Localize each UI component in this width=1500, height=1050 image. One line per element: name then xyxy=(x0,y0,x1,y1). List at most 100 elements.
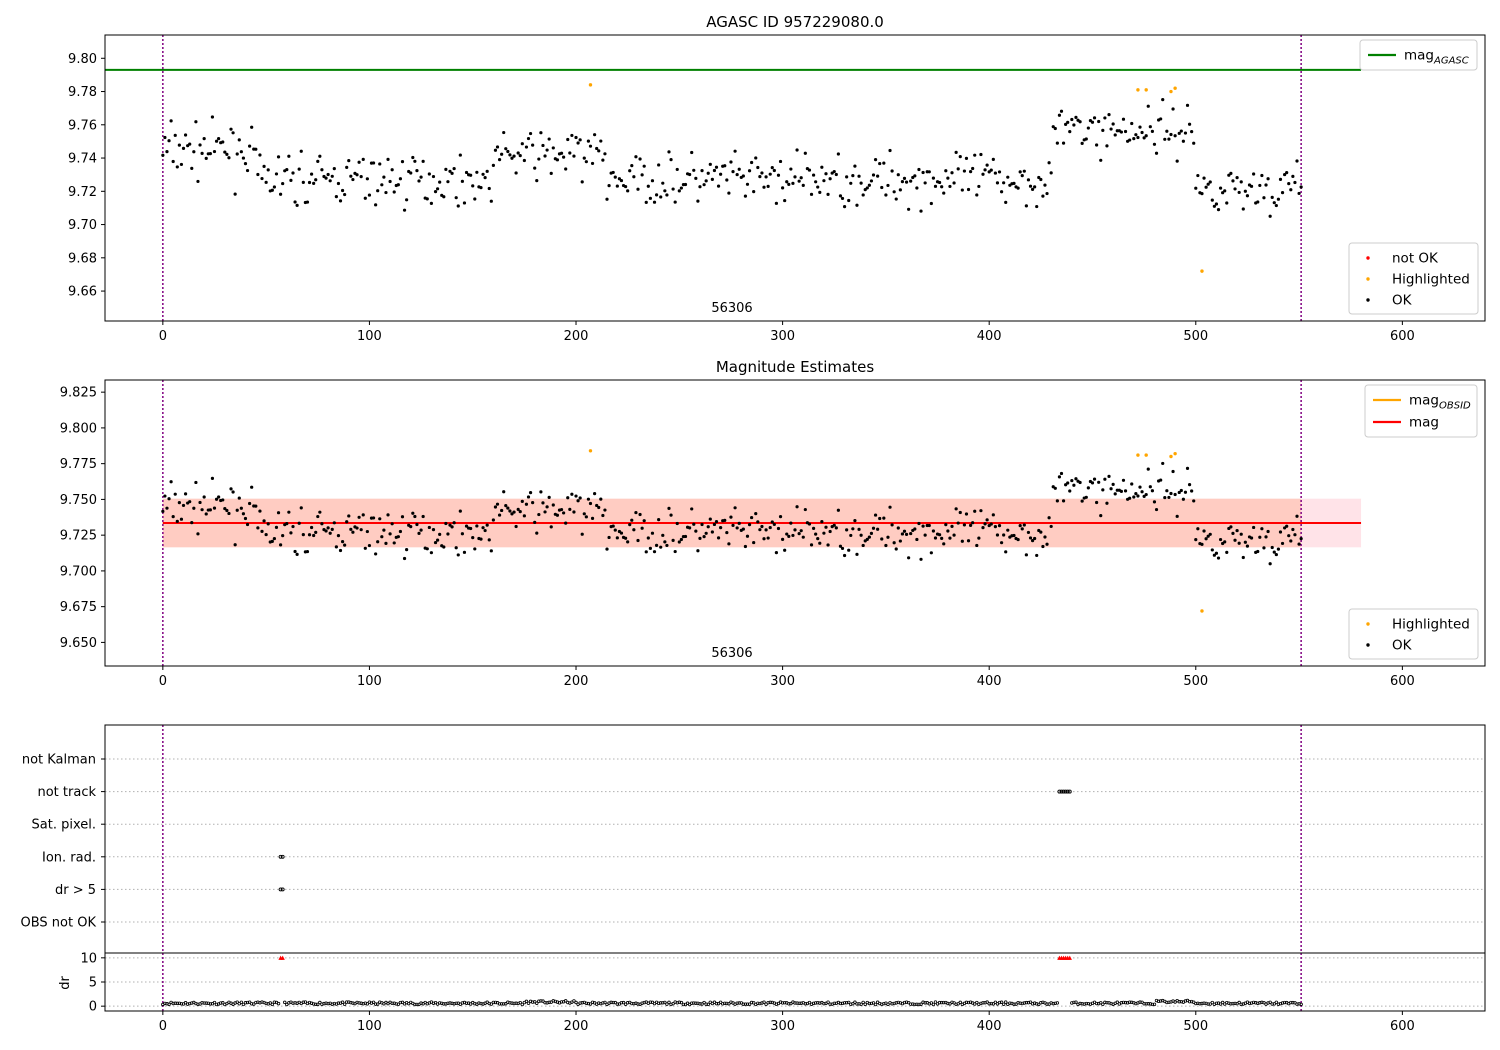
dr-point xyxy=(896,1000,900,1005)
ok-point xyxy=(634,510,638,515)
dr-point xyxy=(1121,1000,1126,1005)
ok-point xyxy=(828,529,832,534)
dr-point xyxy=(828,1002,832,1006)
ok-point xyxy=(956,167,960,171)
ok-point xyxy=(415,169,419,173)
dr-point xyxy=(349,1000,353,1005)
ok-point xyxy=(1249,184,1254,188)
ok-point xyxy=(968,523,973,527)
ok-point xyxy=(731,523,735,527)
ok-point xyxy=(714,165,719,169)
ok-point xyxy=(371,516,376,520)
ok-point xyxy=(442,545,446,549)
ok-point xyxy=(1090,120,1095,124)
ok-point xyxy=(690,507,694,511)
ok-point xyxy=(1053,126,1057,131)
ok-point xyxy=(564,167,568,171)
ok-point xyxy=(295,552,299,556)
ok-point xyxy=(919,557,923,561)
ok-point xyxy=(1206,534,1210,538)
ok-point xyxy=(417,179,421,183)
panel4-ytick-label: 5 xyxy=(89,976,97,991)
ok-point xyxy=(504,147,508,151)
ok-point xyxy=(1212,204,1216,208)
ok-point xyxy=(1289,539,1293,543)
ok-point xyxy=(295,203,299,207)
ok-point xyxy=(588,144,593,148)
ok-point xyxy=(584,515,588,519)
ok-point xyxy=(878,516,882,521)
dr-point xyxy=(1115,1000,1119,1004)
ok-point xyxy=(1295,159,1299,163)
ok-point xyxy=(320,522,324,526)
ok-point xyxy=(816,185,820,189)
ok-point xyxy=(572,154,576,158)
dr-point xyxy=(787,1002,791,1006)
ok-point xyxy=(1218,537,1223,542)
ok-point xyxy=(886,183,890,188)
panel4-xtick-label: 600 xyxy=(1390,1019,1415,1034)
ok-point xyxy=(312,533,316,538)
flag-point xyxy=(1061,789,1066,794)
ok-point xyxy=(783,198,787,203)
dr-point xyxy=(291,1001,295,1005)
ok-point xyxy=(942,191,946,195)
ok-point xyxy=(473,547,477,551)
ok-point xyxy=(1101,128,1105,132)
ok-point xyxy=(698,185,702,189)
dr-point xyxy=(1237,1000,1241,1005)
ok-point xyxy=(785,532,789,536)
ok-point xyxy=(646,536,650,540)
ok-point xyxy=(983,168,987,172)
ok-point xyxy=(762,185,766,189)
ok-point xyxy=(485,169,489,173)
dr-point xyxy=(690,1001,694,1005)
ok-point xyxy=(1103,116,1107,120)
ok-point xyxy=(262,519,266,523)
dr-point xyxy=(919,1002,923,1006)
ok-point xyxy=(667,150,671,154)
ok-point xyxy=(1150,129,1154,133)
dr-point xyxy=(667,1000,671,1005)
ok-point xyxy=(1190,130,1194,134)
ok-point xyxy=(634,155,638,159)
ok-point xyxy=(1064,122,1068,126)
ok-point xyxy=(1249,536,1254,540)
ok-point xyxy=(378,162,382,166)
ok-point xyxy=(309,172,314,176)
ok-point xyxy=(365,177,369,181)
ok-point xyxy=(233,192,237,196)
ok-point xyxy=(392,190,396,194)
ok-point xyxy=(1004,200,1008,204)
ok-point xyxy=(966,187,971,192)
dr-point xyxy=(1165,1000,1169,1005)
ok-point xyxy=(754,512,758,516)
ok-point xyxy=(601,158,605,162)
ok-point xyxy=(276,155,281,159)
ok-point xyxy=(776,526,781,531)
dr-point xyxy=(1018,1001,1022,1005)
ok-point xyxy=(708,162,712,166)
dr-point xyxy=(283,1000,287,1005)
ok-point xyxy=(940,185,944,189)
ok-point xyxy=(1194,538,1198,542)
flag-label: not track xyxy=(37,785,96,800)
ok-point xyxy=(547,137,551,141)
ok-point xyxy=(776,173,781,177)
ok-point xyxy=(1231,179,1235,183)
panel1-xtick-label: 200 xyxy=(564,329,589,344)
ok-point xyxy=(973,509,977,513)
ok-point xyxy=(968,170,973,174)
ok-point xyxy=(1229,171,1233,175)
ok-point xyxy=(270,539,274,543)
ok-point xyxy=(340,540,345,544)
ok-point xyxy=(287,510,291,514)
ok-point xyxy=(318,154,322,158)
ok-point xyxy=(210,115,215,119)
ok-point xyxy=(644,550,648,554)
ok-point xyxy=(1218,186,1223,190)
ok-point xyxy=(1190,489,1194,493)
ok-point xyxy=(764,175,768,179)
ok-point xyxy=(367,193,372,197)
ok-point xyxy=(1109,487,1113,491)
